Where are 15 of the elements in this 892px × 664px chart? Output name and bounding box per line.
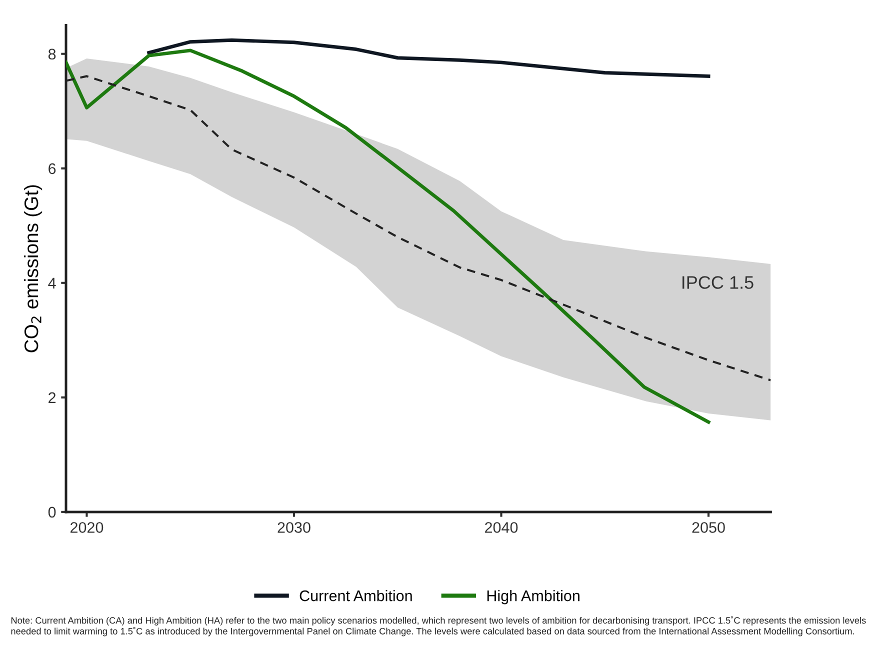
- legend-label: High Ambition: [487, 590, 580, 604]
- text: Note: Current Ambition (CA) and High Ambition (HA) refer to the two main policy scenarios modelled, which represent two levels of ambition for decarbonising transport. IPCC 1.5˚C represents the emission levels needed to limit warming to 1.5˚C as introduced by the Intergovernmental Panel on Climate Change. The levels were calculated based on data sourced from the International Assessment Modelling Consortium.: [11, 616, 866, 636]
- text: IPCC 1.5: [682, 276, 754, 289]
- y-tick-label: 8: [48, 48, 56, 60]
- x-tick-label: 2050: [692, 522, 725, 533]
- y-tick-label: 2: [48, 392, 56, 403]
- y-tick-label: 4: [48, 278, 56, 288]
- line-series: [147, 38, 710, 78]
- legend-label: Current Ambition: [300, 590, 412, 602]
- y-tick-label: 6: [48, 163, 56, 174]
- x-tick-label: 2030: [278, 522, 310, 533]
- y-tick-label: 0: [48, 506, 56, 518]
- y-axis-title: CO$_{2}$ emissions (Gt): [24, 185, 42, 352]
- x-tick-label: 2020: [70, 522, 104, 533]
- x-tick-label: 2040: [485, 522, 518, 533]
